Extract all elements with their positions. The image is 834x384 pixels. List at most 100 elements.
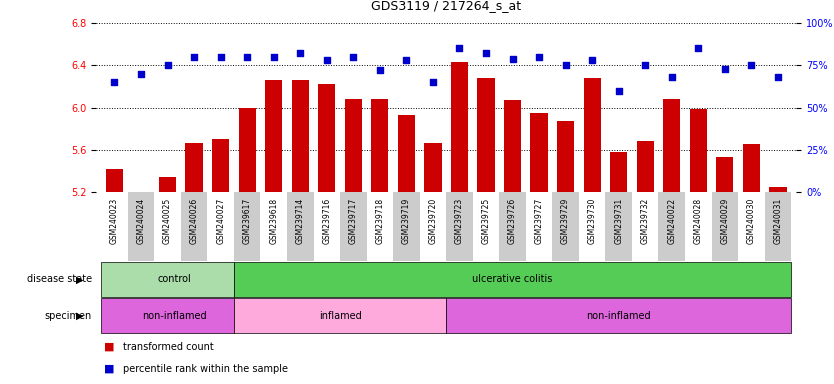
Text: GSM240025: GSM240025 bbox=[163, 197, 172, 244]
Text: GSM240022: GSM240022 bbox=[667, 197, 676, 244]
Bar bbox=[446, 192, 473, 261]
Bar bbox=[769, 187, 786, 192]
Bar bbox=[212, 139, 229, 192]
Bar bbox=[367, 192, 393, 261]
Bar bbox=[185, 144, 203, 192]
Point bbox=[506, 55, 520, 61]
Text: GSM239723: GSM239723 bbox=[455, 197, 464, 244]
Text: ▶: ▶ bbox=[76, 274, 83, 285]
Text: GSM239717: GSM239717 bbox=[349, 197, 358, 244]
Bar bbox=[128, 192, 154, 261]
Point bbox=[718, 66, 731, 72]
Bar bbox=[663, 99, 681, 192]
Text: GSM240031: GSM240031 bbox=[773, 197, 782, 244]
Point bbox=[188, 54, 201, 60]
Bar bbox=[260, 192, 287, 261]
Text: GSM239731: GSM239731 bbox=[614, 197, 623, 244]
Text: transformed count: transformed count bbox=[123, 341, 214, 352]
Text: percentile rank within the sample: percentile rank within the sample bbox=[123, 364, 288, 374]
Bar bbox=[265, 80, 283, 192]
Bar bbox=[716, 157, 733, 192]
Text: GSM239720: GSM239720 bbox=[429, 197, 437, 244]
Bar bbox=[101, 298, 234, 333]
Bar bbox=[208, 192, 234, 261]
Point bbox=[108, 79, 121, 85]
Text: GSM239617: GSM239617 bbox=[243, 197, 252, 244]
Point bbox=[691, 45, 705, 51]
Bar bbox=[287, 192, 314, 261]
Text: GSM239718: GSM239718 bbox=[375, 197, 384, 244]
Bar bbox=[398, 115, 415, 192]
Bar bbox=[765, 192, 791, 261]
Point bbox=[745, 62, 758, 68]
Point bbox=[426, 79, 440, 85]
Bar bbox=[234, 298, 446, 333]
Bar bbox=[636, 141, 654, 192]
Text: GSM240024: GSM240024 bbox=[137, 197, 145, 244]
Text: GSM240027: GSM240027 bbox=[216, 197, 225, 244]
Point bbox=[771, 74, 785, 80]
Bar bbox=[552, 192, 579, 261]
Bar bbox=[314, 192, 340, 261]
Bar bbox=[605, 192, 632, 261]
Bar bbox=[685, 192, 711, 261]
Bar bbox=[292, 80, 309, 192]
Point bbox=[373, 67, 386, 73]
Point bbox=[347, 54, 360, 60]
Text: GSM239719: GSM239719 bbox=[402, 197, 411, 244]
Point bbox=[532, 54, 545, 60]
Text: ■: ■ bbox=[104, 364, 115, 374]
Bar bbox=[371, 99, 389, 192]
Bar bbox=[344, 99, 362, 192]
Bar bbox=[133, 192, 149, 194]
Bar bbox=[446, 298, 791, 333]
Text: GSM240026: GSM240026 bbox=[189, 197, 198, 244]
Text: GSM239730: GSM239730 bbox=[588, 197, 596, 244]
Bar bbox=[525, 192, 552, 261]
Bar bbox=[473, 192, 500, 261]
Text: GSM240030: GSM240030 bbox=[747, 197, 756, 244]
Bar bbox=[420, 192, 446, 261]
Bar bbox=[711, 192, 738, 261]
Text: GSM239618: GSM239618 bbox=[269, 197, 279, 244]
Text: ■: ■ bbox=[104, 341, 115, 352]
Bar bbox=[154, 192, 181, 261]
Point bbox=[480, 50, 493, 56]
Bar bbox=[101, 262, 234, 297]
Bar bbox=[632, 192, 659, 261]
Bar bbox=[181, 192, 208, 261]
Text: inflamed: inflamed bbox=[319, 311, 361, 321]
Point bbox=[639, 62, 652, 68]
Bar bbox=[106, 169, 123, 192]
Point bbox=[294, 50, 307, 56]
Bar bbox=[557, 121, 575, 192]
Point bbox=[161, 62, 174, 68]
Bar bbox=[234, 192, 260, 261]
Text: GSM239725: GSM239725 bbox=[481, 197, 490, 244]
Point bbox=[134, 71, 148, 77]
Bar bbox=[318, 84, 335, 192]
Text: ▶: ▶ bbox=[76, 311, 83, 321]
Text: specimen: specimen bbox=[44, 311, 92, 321]
Point bbox=[240, 54, 254, 60]
Text: GSM239727: GSM239727 bbox=[535, 197, 544, 244]
Bar bbox=[500, 192, 525, 261]
Text: GSM239729: GSM239729 bbox=[561, 197, 570, 244]
Bar bbox=[738, 192, 765, 261]
Point bbox=[399, 57, 413, 63]
Text: disease state: disease state bbox=[27, 274, 92, 285]
Text: control: control bbox=[158, 274, 191, 285]
Text: GSM240023: GSM240023 bbox=[110, 197, 119, 244]
Bar bbox=[504, 100, 521, 192]
Bar bbox=[743, 144, 760, 192]
Point bbox=[665, 74, 678, 80]
Text: ulcerative colitis: ulcerative colitis bbox=[472, 274, 553, 285]
Bar bbox=[159, 177, 176, 192]
Bar bbox=[579, 192, 605, 261]
Bar bbox=[690, 109, 707, 192]
Bar bbox=[101, 192, 128, 261]
Text: GSM240028: GSM240028 bbox=[694, 197, 703, 244]
Text: GSM239714: GSM239714 bbox=[296, 197, 304, 244]
Text: GSM239732: GSM239732 bbox=[641, 197, 650, 244]
Text: GDS3119 / 217264_s_at: GDS3119 / 217264_s_at bbox=[371, 0, 521, 13]
